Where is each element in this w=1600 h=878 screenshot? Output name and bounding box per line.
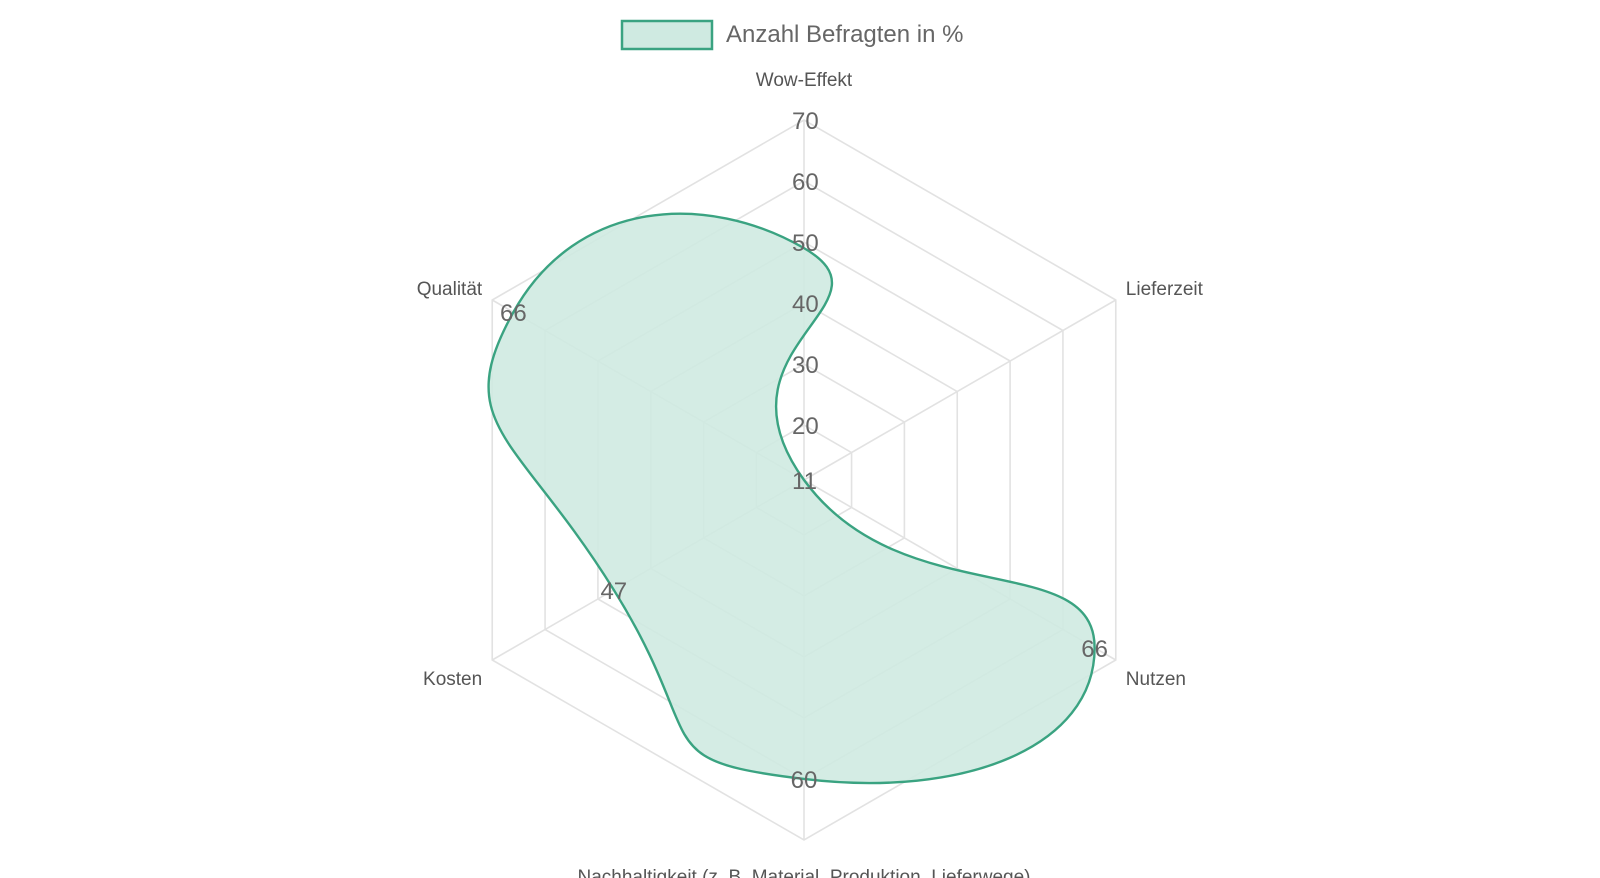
tick-label-11: 11: [792, 468, 817, 495]
axis-label-4: Nachhaltigkeit (z. B. Material, Produkti…: [577, 867, 1030, 878]
data-label-3: 66: [1081, 636, 1108, 663]
radial-ticks: 11 20 30 40 50 60 70: [792, 108, 819, 495]
data-label-4: 60: [791, 767, 818, 794]
tick-label-50: 50: [792, 230, 819, 257]
data-label-6: 66: [500, 300, 527, 327]
legend-swatch[interactable]: [620, 19, 714, 51]
legend[interactable]: Anzahl Befragten in %: [620, 19, 963, 51]
axis-label-3: Nutzen: [1126, 669, 1186, 690]
radar-series: [487, 212, 1096, 785]
data-labels: 66 60 47 66: [500, 300, 1108, 794]
data-label-5: 47: [600, 578, 627, 605]
tick-label-30: 30: [792, 352, 819, 379]
axis-label-1: Wow-Effekt: [756, 70, 853, 91]
series-area: [487, 212, 1096, 785]
grid-spoke-2: [803, 299, 1117, 481]
tick-label-20: 20: [792, 413, 819, 440]
tick-label-60: 60: [792, 169, 819, 196]
legend-label[interactable]: Anzahl Befragten in %: [726, 21, 963, 48]
axis-label-6: Qualität: [417, 279, 483, 300]
axis-label-2: Lieferzeit: [1126, 279, 1204, 300]
axis-label-5: Kosten: [423, 669, 482, 690]
axis-labels: Wow-Effekt Lieferzeit Nutzen Nachhaltigkeit…: [417, 70, 1204, 878]
tick-label-40: 40: [792, 291, 819, 318]
tick-label-70: 70: [792, 108, 819, 135]
